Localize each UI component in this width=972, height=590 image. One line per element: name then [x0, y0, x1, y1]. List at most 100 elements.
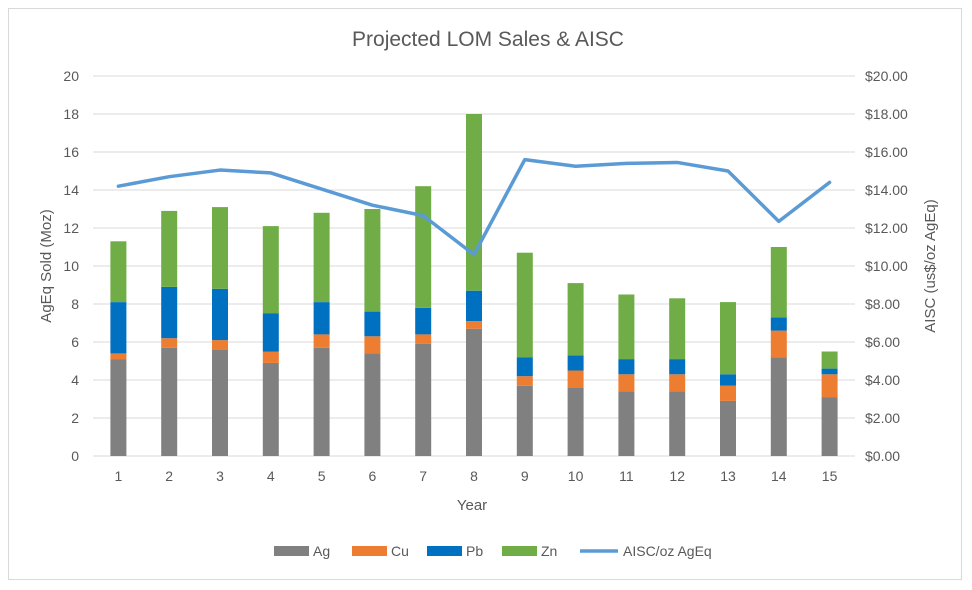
right-tick-label: $18.00: [865, 106, 908, 122]
legend-item-pb: Pb: [427, 543, 483, 559]
legend-label: Zn: [541, 543, 557, 559]
bar-zn-year-12: [669, 298, 686, 360]
left-tick-label: 0: [71, 448, 79, 464]
right-tick-label: $10.00: [865, 258, 908, 274]
legend-swatch: [352, 546, 387, 556]
bar-cu-year-12: [669, 374, 686, 392]
bar-ag-year-12: [669, 391, 686, 456]
left-tick-label: 2: [71, 410, 79, 426]
bar-pb-year-4: [262, 313, 279, 352]
bar-pb-year-9: [516, 357, 533, 377]
bar-zn-year-2: [161, 210, 178, 287]
bar-cu-year-8: [466, 321, 482, 329]
x-tick-label: 8: [470, 468, 478, 484]
x-tick-label: 3: [216, 468, 224, 484]
bar-zn-year-3: [212, 207, 228, 289]
x-tick-label: 13: [720, 468, 736, 484]
bar-cu-year-9: [516, 376, 533, 386]
x-tick-label: 4: [267, 468, 275, 484]
right-tick-label: $14.00: [865, 182, 908, 198]
legend-item-zn: Zn: [502, 543, 557, 559]
bar-cu-year-15: [821, 374, 838, 398]
bar-zn-year-10: [567, 283, 584, 356]
legend-label: Cu: [391, 543, 409, 559]
bar-ag-year-7: [415, 343, 432, 456]
x-tick-label: 7: [419, 468, 427, 484]
bar-pb-year-11: [618, 359, 635, 375]
bar-cu-year-14: [770, 330, 787, 358]
bar-pb-year-12: [669, 359, 686, 375]
legend-swatch: [274, 546, 309, 556]
bar-cu-year-3: [212, 340, 228, 350]
x-tick-label: 12: [669, 468, 685, 484]
bar-pb-year-5: [313, 302, 330, 335]
right-tick-label: $12.00: [865, 220, 908, 236]
x-axis-title: Year: [457, 497, 487, 514]
x-axis-ticks: 1 2 3 4 5 6 7 8 9 10 11 12 13 14 15: [115, 468, 838, 484]
bar-ag-year-5: [313, 347, 330, 456]
bar-cu-year-6: [364, 336, 381, 354]
bar-ag-year-11: [618, 391, 635, 456]
bar-zn-year-9: [516, 252, 533, 358]
bars: [110, 114, 838, 456]
bar-ag-year-8: [466, 328, 482, 456]
right-tick-label: $4.00: [865, 372, 900, 388]
x-tick-label: 2: [165, 468, 173, 484]
x-tick-label: 9: [521, 468, 529, 484]
legend-item-ag: Ag: [274, 543, 330, 559]
bar-pb-year-14: [770, 317, 787, 331]
bar-cu-year-10: [567, 370, 584, 388]
bar-ag-year-14: [770, 357, 787, 456]
y2-axis-title: AISC (us$/oz AgEq): [922, 199, 939, 332]
bar-pb-year-8: [466, 290, 482, 322]
legend-label: Pb: [466, 543, 483, 559]
bar-zn-year-7: [415, 186, 432, 308]
bar-ag-year-9: [516, 385, 533, 456]
legend-label: Ag: [313, 543, 330, 559]
x-tick-label: 14: [771, 468, 787, 484]
bar-ag-year-15: [821, 397, 838, 456]
bar-cu-year-11: [618, 374, 635, 392]
bar-pb-year-1: [110, 302, 127, 354]
bar-cu-year-2: [161, 338, 178, 348]
bar-pb-year-3: [212, 288, 228, 341]
bar-cu-year-13: [720, 385, 736, 401]
bar-pb-year-7: [415, 307, 432, 335]
line-series: [116, 157, 832, 257]
left-tick-label: 8: [71, 296, 79, 312]
right-tick-label: $6.00: [865, 334, 900, 350]
bar-ag-year-10: [567, 387, 584, 456]
left-tick-label: 6: [71, 334, 79, 350]
legend-label: AISC/oz AgEq: [623, 543, 712, 559]
left-tick-label: 16: [63, 144, 79, 160]
bar-pb-year-15: [821, 368, 838, 375]
x-tick-label: 5: [318, 468, 326, 484]
legend-swatch: [427, 546, 462, 556]
x-tick-label: 15: [822, 468, 838, 484]
left-tick-label: 10: [63, 258, 79, 274]
left-tick-label: 4: [71, 372, 79, 388]
aisc-line: [116, 157, 832, 257]
bar-ag-year-1: [110, 359, 127, 456]
left-tick-label: 12: [63, 220, 79, 236]
legend-item-cu: Cu: [352, 543, 409, 559]
x-tick-label: 10: [568, 468, 584, 484]
bar-zn-year-15: [821, 351, 838, 369]
legend-swatch: [502, 546, 537, 556]
chart-title: Projected LOM Sales & AISC: [352, 28, 624, 51]
x-tick-label: 6: [369, 468, 377, 484]
bar-zn-year-14: [770, 247, 787, 318]
y-axis-title: AgEq Sold (Moz): [38, 209, 55, 322]
legend: Ag Cu Pb Zn AISC/oz AgEq: [274, 543, 712, 559]
x-tick-label: 11: [619, 468, 634, 484]
left-axis-ticks: 0 2 4 6 8 10 12 14 16 18 20: [63, 68, 79, 464]
right-tick-label: $0.00: [865, 448, 900, 464]
bar-cu-year-1: [110, 353, 127, 360]
bar-zn-year-8: [466, 114, 482, 291]
right-axis-ticks: $0.00 $2.00 $4.00 $6.00 $8.00 $10.00 $12.00 $14…: [865, 68, 908, 464]
bar-ag-year-6: [364, 353, 381, 456]
bar-zn-year-4: [262, 226, 279, 314]
right-tick-label: $2.00: [865, 410, 900, 426]
right-tick-label: $20.00: [865, 68, 908, 84]
